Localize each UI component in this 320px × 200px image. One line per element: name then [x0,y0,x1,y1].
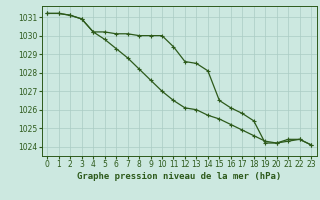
X-axis label: Graphe pression niveau de la mer (hPa): Graphe pression niveau de la mer (hPa) [77,172,281,181]
